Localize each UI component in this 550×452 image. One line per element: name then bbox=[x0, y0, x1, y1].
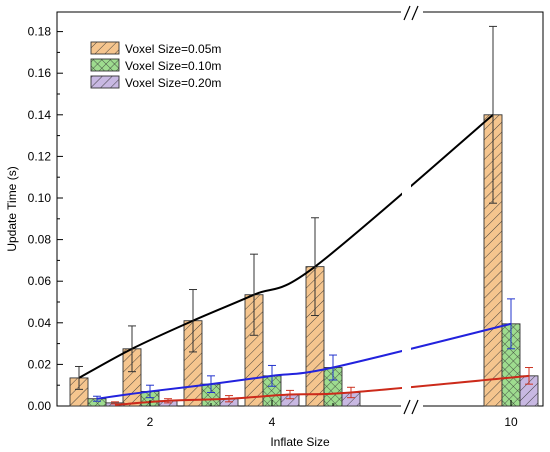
y-axis-title: Update Time (s) bbox=[5, 166, 19, 251]
x-axis-title: Inflate Size bbox=[270, 435, 330, 449]
error-bar-series-1-4 bbox=[250, 253, 258, 336]
error-bar-series-2-4 bbox=[268, 364, 276, 387]
trend-line-1 bbox=[78, 114, 494, 379]
legend-label-3: Voxel Size=0.20m bbox=[125, 76, 221, 90]
y-tick-label-9: 0.18 bbox=[28, 25, 52, 39]
legend-swatch-hatch-3 bbox=[90, 75, 120, 89]
y-tick-label-7: 0.14 bbox=[28, 108, 52, 122]
error-bar-series-2-2 bbox=[146, 384, 154, 399]
x-axis: 2 4 10 bbox=[147, 400, 518, 429]
trend-break-gap bbox=[402, 150, 411, 400]
y-tick-label-2: 0.04 bbox=[28, 316, 52, 330]
error-bar-series-2-3 bbox=[207, 375, 215, 393]
y-tick-label-5: 0.10 bbox=[28, 191, 52, 205]
error-bar-series-2-5 bbox=[329, 354, 337, 381]
legend-item-2: Voxel Size=0.10m bbox=[90, 58, 221, 73]
plot-frame bbox=[56, 11, 544, 407]
error-bar-series-1-6 bbox=[489, 25, 497, 204]
legend-swatch-hatch-2 bbox=[90, 58, 120, 72]
error-bar-series-2-1 bbox=[93, 395, 101, 402]
error-bar-series-3-6 bbox=[525, 367, 533, 385]
error-bar-series-1-1 bbox=[75, 365, 83, 390]
y-tick-label-0: 0.00 bbox=[28, 399, 52, 413]
x-tick-label-2: 10 bbox=[504, 415, 518, 429]
y-tick-label-3: 0.06 bbox=[28, 274, 52, 288]
y-tick-label-6: 0.12 bbox=[28, 149, 52, 163]
x-tick-label-0: 2 bbox=[147, 415, 154, 429]
legend: Voxel Size=0.05m Voxel Size=0.10m Voxel Si… bbox=[90, 41, 221, 90]
legend-item-3: Voxel Size=0.20m bbox=[90, 75, 221, 90]
bars-layer bbox=[69, 114, 539, 407]
error-bar-series-2-6 bbox=[507, 298, 515, 350]
x-tick-label-1: 4 bbox=[269, 415, 276, 429]
error-bar-series-3-4 bbox=[286, 389, 294, 400]
legend-label-1: Voxel Size=0.05m bbox=[125, 42, 221, 56]
error-bar-series-3-5 bbox=[347, 386, 355, 399]
axis-break bbox=[401, 4, 423, 415]
trend-lines-layer bbox=[78, 114, 530, 406]
error-bar-series-1-2 bbox=[128, 325, 136, 373]
legend-label-2: Voxel Size=0.10m bbox=[125, 59, 221, 73]
error-bars-layer bbox=[75, 25, 533, 405]
error-bar-series-1-5 bbox=[311, 217, 319, 317]
y-axis: 0.00 0.02 0.04 0.06 0.08 0.10 0.12 0.14 0.16 0.18 bbox=[28, 25, 63, 413]
y-tick-label-4: 0.08 bbox=[28, 233, 52, 247]
error-bar-series-3-1 bbox=[111, 401, 119, 405]
error-bar-series-3-2 bbox=[164, 398, 172, 404]
error-bar-series-3-3 bbox=[225, 395, 233, 403]
y-tick-label-1: 0.02 bbox=[28, 357, 52, 371]
legend-swatch-hatch-1 bbox=[90, 41, 120, 55]
y-tick-label-8: 0.16 bbox=[28, 66, 52, 80]
plot-area bbox=[56, 11, 544, 407]
legend-item-1: Voxel Size=0.05m bbox=[90, 41, 221, 56]
error-bar-series-1-3 bbox=[189, 289, 197, 353]
